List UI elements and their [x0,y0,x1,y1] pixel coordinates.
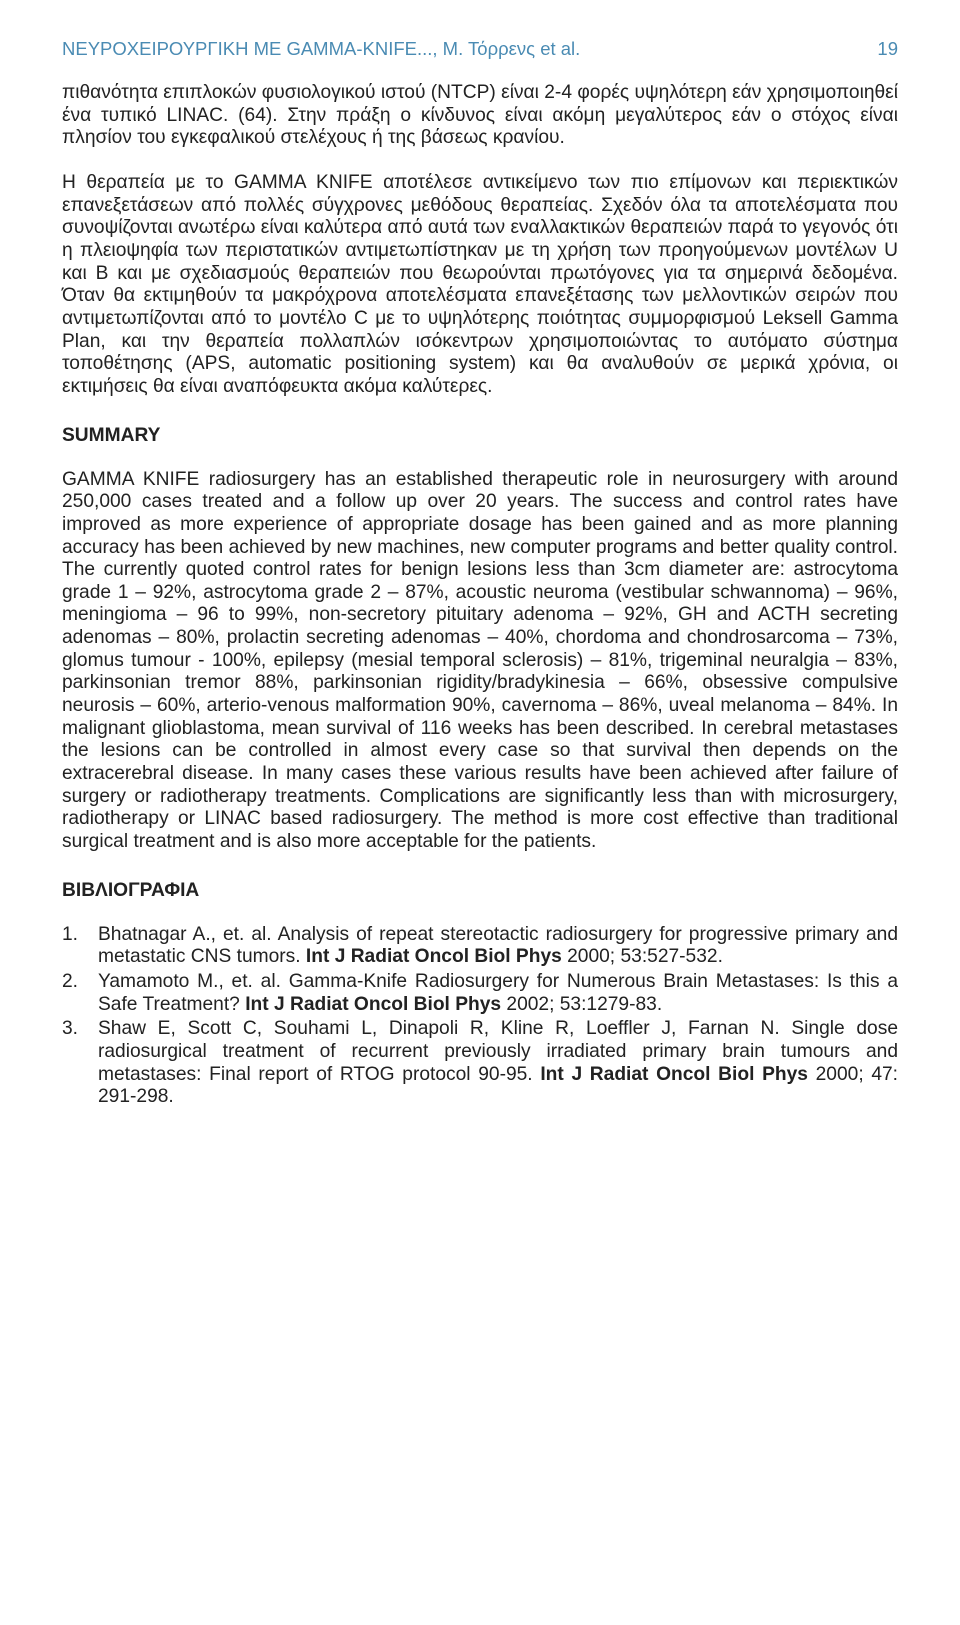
page-number: 19 [877,38,898,60]
reference-body: Shaw E, Scott C, Souhami L, Dinapoli R, … [98,1018,898,1109]
document-page: ΝΕΥΡΟΧΕΙΡΟΥΡΓΙΚΗ ΜΕ GAMMA-KNIFE..., Μ. Τ… [0,0,960,1151]
page-header: ΝΕΥΡΟΧΕΙΡΟΥΡΓΙΚΗ ΜΕ GAMMA-KNIFE..., Μ. Τ… [62,38,898,60]
reference-journal: Int J Radiat Oncol Biol Phys [245,994,501,1015]
reference-item: 1. Bhatnagar A., et. al. Analysis of rep… [62,924,898,969]
reference-item: 3. Shaw E, Scott C, Souhami L, Dinapoli … [62,1018,898,1109]
reference-body: Bhatnagar A., et. al. Analysis of repeat… [98,924,898,969]
reference-item: 2. Yamamoto M., et. al. Gamma-Knife Radi… [62,971,898,1016]
body-text: πιθανότητα επιπλοκών φυσιολογικού ιστού … [62,82,898,399]
reference-number: 1. [62,924,98,969]
paragraph-1a: πιθανότητα επιπλοκών φυσιολογικού ιστού … [62,82,898,150]
reference-list: 1. Bhatnagar A., et. al. Analysis of rep… [62,924,898,1109]
summary-heading: SUMMARY [62,425,898,447]
summary-paragraph: GAMMA KNIFE radiosurgery has an establis… [62,469,898,854]
summary-text: GAMMA KNIFE radiosurgery has an establis… [62,469,898,854]
reference-number: 3. [62,1018,98,1109]
reference-number: 2. [62,971,98,1016]
reference-body: Yamamoto M., et. al. Gamma-Knife Radiosu… [98,971,898,1016]
reference-journal: Int J Radiat Oncol Biol Phys [540,1064,808,1085]
reference-journal: Int J Radiat Oncol Biol Phys [306,946,562,967]
running-title: ΝΕΥΡΟΧΕΙΡΟΥΡΓΙΚΗ ΜΕ GAMMA-KNIFE..., Μ. Τ… [62,38,580,60]
bibliography-heading: ΒΙΒΛΙΟΓΡΑΦΙΑ [62,880,898,902]
reference-text-post: 2000; 53:527-532. [562,946,723,967]
paragraph-1b: Η θεραπεία με το GAMMA KNIFE αποτέλεσε α… [62,172,898,399]
reference-text-post: 2002; 53:1279-83. [501,994,662,1015]
